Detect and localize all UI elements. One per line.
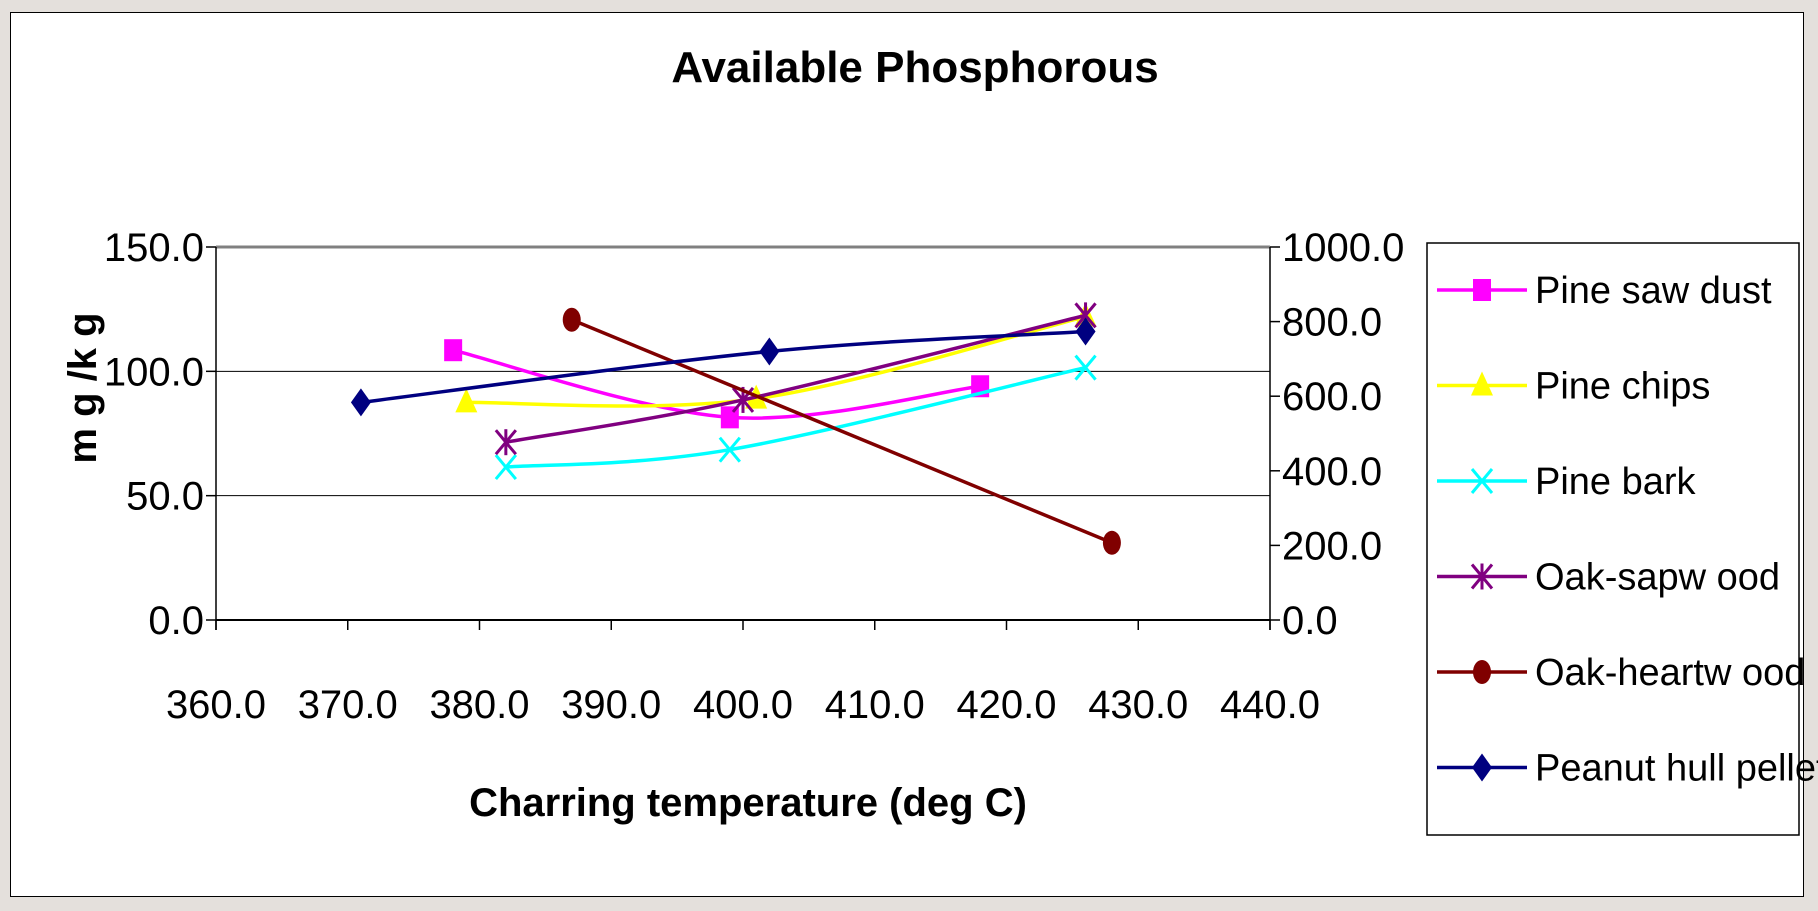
x-tick-label: 410.0 xyxy=(825,683,925,727)
chart-title: Available Phosphorous xyxy=(671,43,1158,92)
legend-item-oak-heartw-ood: Oak-heartw ood xyxy=(1437,652,1805,694)
x-tick-label: 440.0 xyxy=(1220,683,1320,727)
legend: Pine saw dust Pine chips Pine bark Oak-sapw… xyxy=(1426,242,1818,836)
x-tick-label: 360.0 xyxy=(166,683,266,727)
data-point-pine-chips xyxy=(455,388,478,413)
gridlines xyxy=(216,245,1270,497)
data-point-peanut-hull-pellets xyxy=(1075,317,1096,346)
legend-label: Pine bark xyxy=(1535,461,1697,503)
data-point-pine-bark xyxy=(718,436,741,463)
data-point-pine-saw-dust xyxy=(444,339,463,362)
legend-label: Pine saw dust xyxy=(1535,270,1772,312)
legend-marker xyxy=(1473,279,1491,301)
legend-label: Oak-heartw ood xyxy=(1535,652,1805,694)
legend-item-oak-sapw-ood: Oak-sapw ood xyxy=(1437,557,1780,599)
y-tick-label: 0.0 xyxy=(148,599,204,643)
x-axis-title: Charring temperature (deg C) xyxy=(469,781,1027,825)
legend-item-pine-bark: Pine bark xyxy=(1437,461,1697,503)
x-tick-label: 370.0 xyxy=(298,683,398,727)
data-point-peanut-hull-pellets xyxy=(759,337,780,366)
legend-label: Pine chips xyxy=(1535,366,1710,408)
y-tick-label: 150.0 xyxy=(104,226,204,270)
y-axis-title: m g /k g xyxy=(61,312,105,463)
legend-marker xyxy=(1470,563,1494,590)
legend-item-pine-saw-dust: Pine saw dust xyxy=(1437,270,1772,312)
x-tick-label: 380.0 xyxy=(429,683,529,727)
series-layer xyxy=(350,302,1121,555)
data-point-peanut-hull-pellets xyxy=(350,388,371,417)
data-point-oak-heartw-ood xyxy=(1102,530,1121,555)
y2-tick-label: 600.0 xyxy=(1282,375,1382,419)
x-tick-label: 420.0 xyxy=(956,683,1056,727)
x-tick-label: 430.0 xyxy=(1088,683,1188,727)
legend-item-pine-chips: Pine chips xyxy=(1437,366,1710,408)
x-tick-label: 400.0 xyxy=(693,683,793,727)
y2-tick-label: 400.0 xyxy=(1282,450,1382,494)
y2-tick-label: 1000.0 xyxy=(1282,226,1404,270)
legend-box xyxy=(1426,242,1800,836)
legend-marker xyxy=(1471,371,1493,396)
y2-tick-label: 800.0 xyxy=(1282,301,1382,345)
data-point-oak-heartw-ood xyxy=(562,307,581,332)
series-line-pine-bark xyxy=(505,365,1086,469)
x-tick-label: 390.0 xyxy=(561,683,661,727)
axes: 0.0 50.0 100.0 150.0 360.0 370.0 380.0 390.0 400… xyxy=(104,226,1404,727)
series-line-oak-heartw-ood xyxy=(571,318,1113,545)
data-point-oak-sapw-ood xyxy=(494,429,518,456)
legend-item-peanut-hull-pellets: Peanut hull pellets xyxy=(1437,748,1818,790)
legend-marker xyxy=(1473,660,1491,684)
legend-label: Peanut hull pellets xyxy=(1535,748,1818,790)
legend-label: Oak-sapw ood xyxy=(1535,557,1780,599)
legend-marker xyxy=(1472,753,1492,782)
y-tick-label: 100.0 xyxy=(104,350,204,394)
y2-tick-label: 0.0 xyxy=(1282,599,1338,643)
y2-tick-label: 200.0 xyxy=(1282,524,1382,568)
data-point-pine-bark xyxy=(1074,354,1097,381)
y-tick-label: 50.0 xyxy=(126,475,204,519)
data-point-pine-bark xyxy=(494,454,518,481)
legend-marker xyxy=(1470,468,1494,494)
